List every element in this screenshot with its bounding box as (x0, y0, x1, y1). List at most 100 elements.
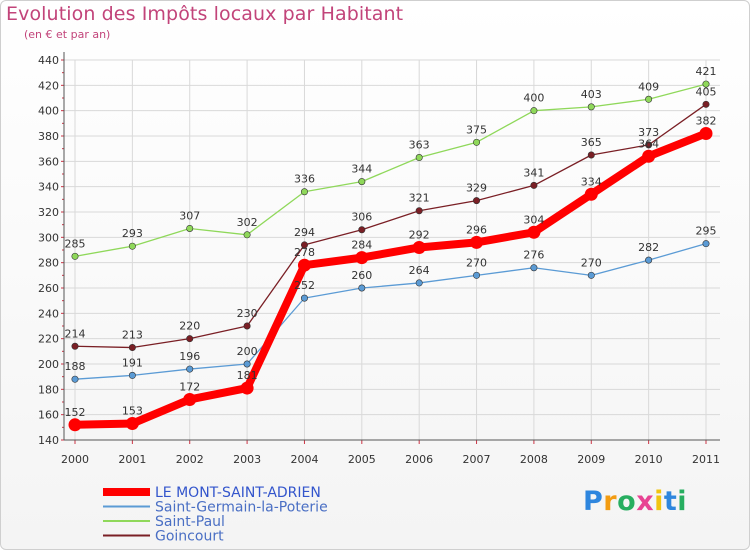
logo-letter: i (654, 486, 664, 517)
data-point (702, 240, 710, 248)
data-label: 294 (294, 226, 315, 239)
x-tick-label: 2006 (405, 453, 433, 466)
y-tick-label: 440 (38, 54, 59, 67)
x-tick-label: 2002 (176, 453, 204, 466)
legend-label: LE MONT-SAINT-ADRIEN (155, 485, 321, 501)
y-tick-label: 220 (38, 333, 59, 346)
data-label: 295 (696, 225, 717, 238)
data-label: 421 (696, 65, 717, 78)
data-label: 304 (523, 213, 544, 226)
logo-letter: x (636, 486, 655, 517)
series-line-3 (74, 103, 707, 349)
y-tick-label: 160 (38, 409, 59, 422)
chart-subtitle: (en € et par an) (24, 28, 111, 41)
data-label: 153 (122, 405, 143, 418)
y-tick-label: 400 (38, 105, 59, 118)
y-tick-label: 300 (38, 231, 59, 244)
data-label: 307 (179, 209, 200, 222)
x-tick-label: 2008 (520, 453, 548, 466)
data-label: 403 (581, 88, 602, 101)
data-labels: 152 153 172 181 278 284 292 296 304 334 364 382 188 1… (65, 65, 717, 419)
data-point (243, 360, 251, 368)
data-point (68, 418, 82, 432)
data-point (702, 80, 710, 88)
data-point (587, 103, 595, 111)
logo-letter: o (617, 486, 637, 517)
data-label: 260 (351, 269, 372, 282)
data-label: 270 (581, 256, 602, 269)
data-point (300, 241, 308, 249)
data-label: 293 (122, 227, 143, 240)
x-tick-label: 2000 (61, 453, 89, 466)
data-label: 188 (65, 360, 86, 373)
data-point (530, 264, 538, 272)
y-tick-label: 140 (38, 434, 59, 447)
proxiti-logo: Proxiti (583, 486, 687, 517)
data-label: 382 (696, 114, 717, 127)
data-label: 341 (523, 166, 544, 179)
logo-letter: P (583, 486, 604, 517)
data-point (128, 371, 136, 379)
data-label: 336 (294, 173, 315, 186)
x-tick-label: 2005 (348, 453, 376, 466)
data-point (470, 235, 484, 249)
data-label: 270 (466, 256, 487, 269)
x-tick-label: 2003 (233, 453, 261, 466)
data-label: 213 (122, 329, 143, 342)
data-point (128, 344, 136, 352)
data-label: 302 (237, 216, 258, 229)
data-point (240, 381, 254, 395)
data-point (642, 149, 656, 163)
data-point (186, 224, 194, 232)
y-tick-label: 280 (38, 257, 59, 270)
y-tick-label: 340 (38, 181, 59, 194)
y-tick-labels: 140 160 180 200 220 240 260 280 300 320 340 360 380 4… (38, 54, 59, 447)
data-label: 373 (638, 126, 659, 139)
x-tick-label: 2001 (118, 453, 146, 466)
series-lines (68, 80, 713, 432)
data-point (473, 197, 481, 205)
y-tick-label: 200 (38, 358, 59, 371)
data-label: 363 (409, 139, 430, 152)
legend-label: Saint-Paul (155, 514, 225, 530)
logo-letter: i (677, 486, 688, 517)
x-tick-label: 2011 (692, 453, 720, 466)
logo-letter: t (663, 486, 678, 517)
data-point (183, 392, 197, 406)
data-label: 196 (179, 350, 200, 363)
data-label: 296 (466, 223, 487, 236)
data-point (530, 107, 538, 115)
y-tick-label: 420 (38, 79, 59, 92)
data-point (584, 187, 598, 201)
data-label: 375 (466, 123, 487, 136)
x-tick-label: 2009 (577, 453, 605, 466)
data-point (415, 154, 423, 162)
data-label: 364 (638, 137, 659, 150)
data-label: 172 (179, 380, 200, 393)
data-label: 292 (409, 228, 430, 241)
data-point (645, 95, 653, 103)
data-label: 220 (179, 320, 200, 333)
axes (61, 52, 720, 444)
y-tick-label: 240 (38, 307, 59, 320)
legend-label: Goincourt (155, 529, 224, 545)
data-label: 329 (466, 182, 487, 195)
data-point (186, 365, 194, 373)
data-point (473, 138, 481, 146)
x-tick-label: 2007 (463, 453, 491, 466)
y-tick-label: 260 (38, 282, 59, 295)
data-label: 282 (638, 241, 659, 254)
data-point (355, 251, 369, 265)
data-point (71, 252, 79, 260)
data-label: 181 (237, 369, 258, 382)
data-point (128, 242, 136, 250)
legend: LE MONT-SAINT-ADRIENSaint-Germain-la-Pot… (103, 485, 328, 545)
data-point (699, 126, 713, 140)
data-label: 200 (237, 345, 258, 358)
series-line-0 (71, 129, 710, 429)
data-point (71, 375, 79, 383)
data-point (300, 294, 308, 302)
legend-label: Saint-Germain-la-Poterie (155, 500, 328, 516)
y-tick-label: 380 (38, 130, 59, 143)
